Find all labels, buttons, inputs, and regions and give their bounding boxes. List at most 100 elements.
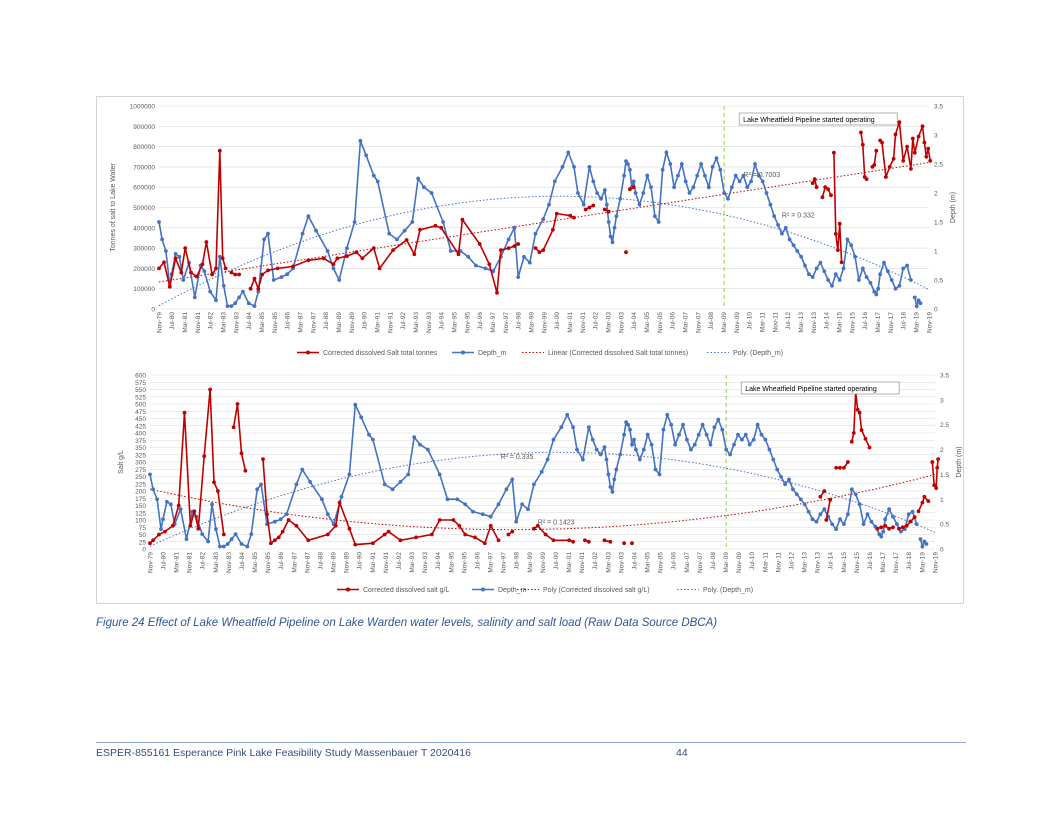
salt-data-point	[202, 454, 207, 459]
depth-data-point	[610, 240, 615, 245]
x-tick-label: Nov-79	[156, 312, 163, 333]
x-tick-label: Jul-16	[862, 312, 869, 330]
depth-data-point	[575, 447, 579, 452]
salt-data-point	[934, 486, 939, 490]
salt-data-point	[905, 144, 909, 149]
salt-data-point	[204, 240, 209, 244]
depth-data-point	[920, 544, 925, 549]
salt-data-point	[586, 539, 591, 544]
x-tick-label: Mar-09	[721, 312, 728, 333]
depth-data-point	[842, 522, 846, 526]
depth-data-point	[516, 275, 521, 279]
x-tick-label: Nov-15	[849, 312, 856, 333]
salt-data-point	[429, 532, 434, 537]
salt-data-point	[488, 523, 493, 528]
x-tick-label: Jul-82	[200, 552, 207, 570]
depth-data-point	[522, 254, 526, 259]
salt-data-point	[243, 468, 248, 473]
salt-data-point	[935, 465, 940, 470]
depth-data-point	[628, 427, 632, 432]
y-left-tick-label: 575	[135, 380, 146, 387]
salt-data-point	[571, 539, 575, 544]
depth-data-point	[581, 457, 585, 462]
depth-data-point	[830, 283, 834, 288]
depth-data-point	[810, 275, 815, 279]
x-tick-label: Nov-17	[893, 552, 900, 573]
y-left-tick-label: 450	[135, 416, 146, 423]
depth-data-point	[874, 292, 879, 297]
depth-data-point	[677, 432, 681, 437]
depth-data-point	[614, 467, 619, 472]
depth-data-point	[608, 234, 613, 239]
salt-data-point	[910, 136, 915, 141]
depth-data-point	[572, 165, 576, 169]
footer-page-number: 44	[676, 747, 688, 759]
x-tick-label: Mar-91	[375, 312, 382, 333]
x-tick-label: Jul-90	[357, 552, 364, 570]
x-tick-label: Mar-05	[644, 312, 651, 333]
event-annotation-label: Lake Wheatfield Pipeline started operati…	[745, 386, 877, 393]
x-tick-label: Nov-07	[695, 312, 702, 333]
salt-data-point	[437, 518, 442, 522]
salt-data-point	[924, 154, 929, 159]
x-tick-label: Nov-79	[147, 552, 154, 573]
salt-data-point	[824, 518, 829, 522]
salt-data-point	[404, 238, 409, 242]
depth-data-point	[676, 173, 680, 178]
depth-data-point	[598, 452, 603, 457]
salt-data-point	[157, 266, 161, 271]
x-tick-label: Nov-99	[540, 552, 547, 573]
depth-data-point	[736, 432, 740, 437]
salt-data-point	[214, 266, 218, 271]
depth-data-point	[695, 173, 700, 178]
x-tick-label: Mar-97	[490, 312, 497, 333]
depth-data-point	[918, 301, 923, 306]
salt-data-point	[537, 250, 542, 255]
x-tick-label: Nov-11	[772, 312, 779, 333]
salt-data-point	[834, 465, 838, 470]
depth-data-point	[783, 482, 787, 487]
x-tick-label: Mar-95	[452, 312, 459, 333]
salt-data-point	[833, 232, 838, 236]
salt-data-point	[269, 541, 273, 546]
salt-data-point	[859, 130, 863, 135]
x-tick-label: Jul-98	[514, 552, 521, 570]
depth-data-point	[633, 191, 638, 195]
depth-data-point	[306, 214, 311, 219]
depth-data-point	[566, 150, 571, 155]
x-tick-label: Mar-95	[448, 552, 455, 573]
salt-data-point	[231, 425, 236, 430]
x-tick-label: Nov-93	[426, 312, 433, 333]
y-right-axis-label: Depth (m)	[950, 192, 957, 223]
salt-data-point	[457, 523, 462, 528]
x-tick-label: Nov-97	[503, 312, 510, 333]
x-tick-label: Nov-05	[657, 312, 664, 333]
depth-data-point	[590, 437, 595, 442]
salt-data-point	[879, 525, 884, 530]
salt-data-point	[572, 215, 576, 220]
depth-data-point	[641, 191, 646, 195]
depth-data-point	[845, 237, 850, 242]
depth-data-point	[626, 422, 630, 427]
depth-data-point	[398, 480, 403, 484]
y-right-tick-label: 1	[940, 497, 944, 504]
y-left-tick-label: 400000	[133, 225, 155, 232]
depth-data-point	[266, 231, 270, 236]
salt-data-point	[928, 158, 933, 163]
depth-data-point	[533, 231, 538, 236]
depth-data-point	[532, 482, 536, 487]
depth-data-point	[622, 432, 626, 437]
x-tick-label: Nov-99	[541, 312, 548, 333]
depth-data-point	[649, 442, 654, 447]
x-tick-label: Jul-92	[396, 552, 403, 570]
x-tick-label: Jul-04	[631, 312, 638, 330]
salt-data-point	[266, 268, 270, 273]
depth-series-line	[158, 140, 912, 308]
y-left-tick-label: 325	[135, 452, 146, 459]
salt-data-point	[624, 250, 628, 255]
depth-data-point	[441, 220, 445, 224]
depth-data-point	[331, 266, 336, 271]
depth-data-point	[426, 447, 430, 452]
depth-data-point	[390, 487, 395, 492]
salt-data-point	[360, 256, 365, 261]
